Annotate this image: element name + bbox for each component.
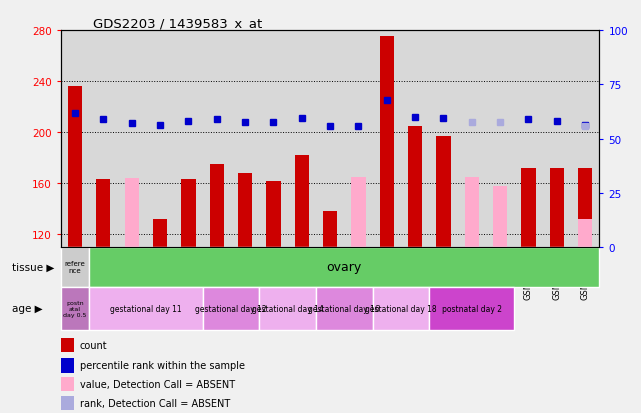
Bar — [96, 180, 110, 247]
Bar — [351, 178, 365, 247]
Bar — [316, 31, 344, 247]
Bar — [61, 396, 74, 411]
Text: gestational day 16: gestational day 16 — [308, 304, 380, 313]
Bar — [181, 180, 196, 247]
Text: gestational day 18: gestational day 18 — [365, 304, 437, 313]
Bar — [543, 31, 571, 247]
Bar — [231, 31, 259, 247]
Bar — [465, 178, 479, 247]
Bar — [550, 169, 564, 247]
Bar — [571, 31, 599, 247]
Bar — [437, 137, 451, 247]
Text: gestational day 14: gestational day 14 — [252, 304, 324, 313]
Bar — [203, 287, 259, 330]
Bar — [89, 287, 203, 330]
Bar — [372, 31, 401, 247]
Text: rank, Detection Call = ABSENT: rank, Detection Call = ABSENT — [79, 399, 230, 408]
Bar — [267, 181, 281, 247]
Bar — [408, 126, 422, 247]
Bar — [493, 186, 507, 247]
Bar — [344, 31, 372, 247]
Bar — [295, 156, 309, 247]
Bar — [61, 377, 74, 392]
Bar — [316, 287, 372, 330]
Bar — [146, 31, 174, 247]
Bar — [429, 31, 458, 247]
Bar — [174, 31, 203, 247]
Text: percentile rank within the sample: percentile rank within the sample — [79, 361, 245, 370]
Text: ovary: ovary — [327, 261, 362, 274]
Bar — [210, 165, 224, 247]
Bar — [578, 169, 592, 247]
Bar — [486, 31, 514, 247]
Bar — [89, 31, 117, 247]
Bar — [379, 37, 394, 247]
Bar — [521, 169, 536, 247]
Bar — [288, 31, 316, 247]
Bar — [203, 31, 231, 247]
Bar — [61, 358, 74, 373]
Bar — [259, 31, 288, 247]
Text: value, Detection Call = ABSENT: value, Detection Call = ABSENT — [79, 380, 235, 389]
Bar — [372, 287, 429, 330]
Bar — [429, 287, 514, 330]
Text: gestational day 11: gestational day 11 — [110, 304, 182, 313]
Text: count: count — [79, 340, 107, 350]
Bar — [458, 31, 486, 247]
Text: gestational day 12: gestational day 12 — [195, 304, 267, 313]
Text: tissue ▶: tissue ▶ — [12, 262, 55, 272]
Text: age ▶: age ▶ — [12, 304, 43, 313]
Bar — [61, 31, 89, 247]
Bar — [61, 287, 89, 330]
Text: postn
atal
day 0.5: postn atal day 0.5 — [63, 300, 87, 317]
Bar — [323, 212, 337, 247]
Bar — [401, 31, 429, 247]
Bar — [124, 179, 139, 247]
Text: postnatal day 2: postnatal day 2 — [442, 304, 502, 313]
Text: refere
nce: refere nce — [65, 261, 85, 274]
Text: GDS2203 / 1439583_x_at: GDS2203 / 1439583_x_at — [93, 17, 262, 30]
Bar — [238, 173, 252, 247]
Bar — [68, 87, 82, 247]
Bar — [61, 338, 74, 352]
Bar — [514, 31, 543, 247]
Bar — [259, 287, 316, 330]
Bar — [153, 219, 167, 247]
Bar — [578, 219, 592, 247]
Bar — [117, 31, 146, 247]
Bar — [61, 247, 89, 287]
